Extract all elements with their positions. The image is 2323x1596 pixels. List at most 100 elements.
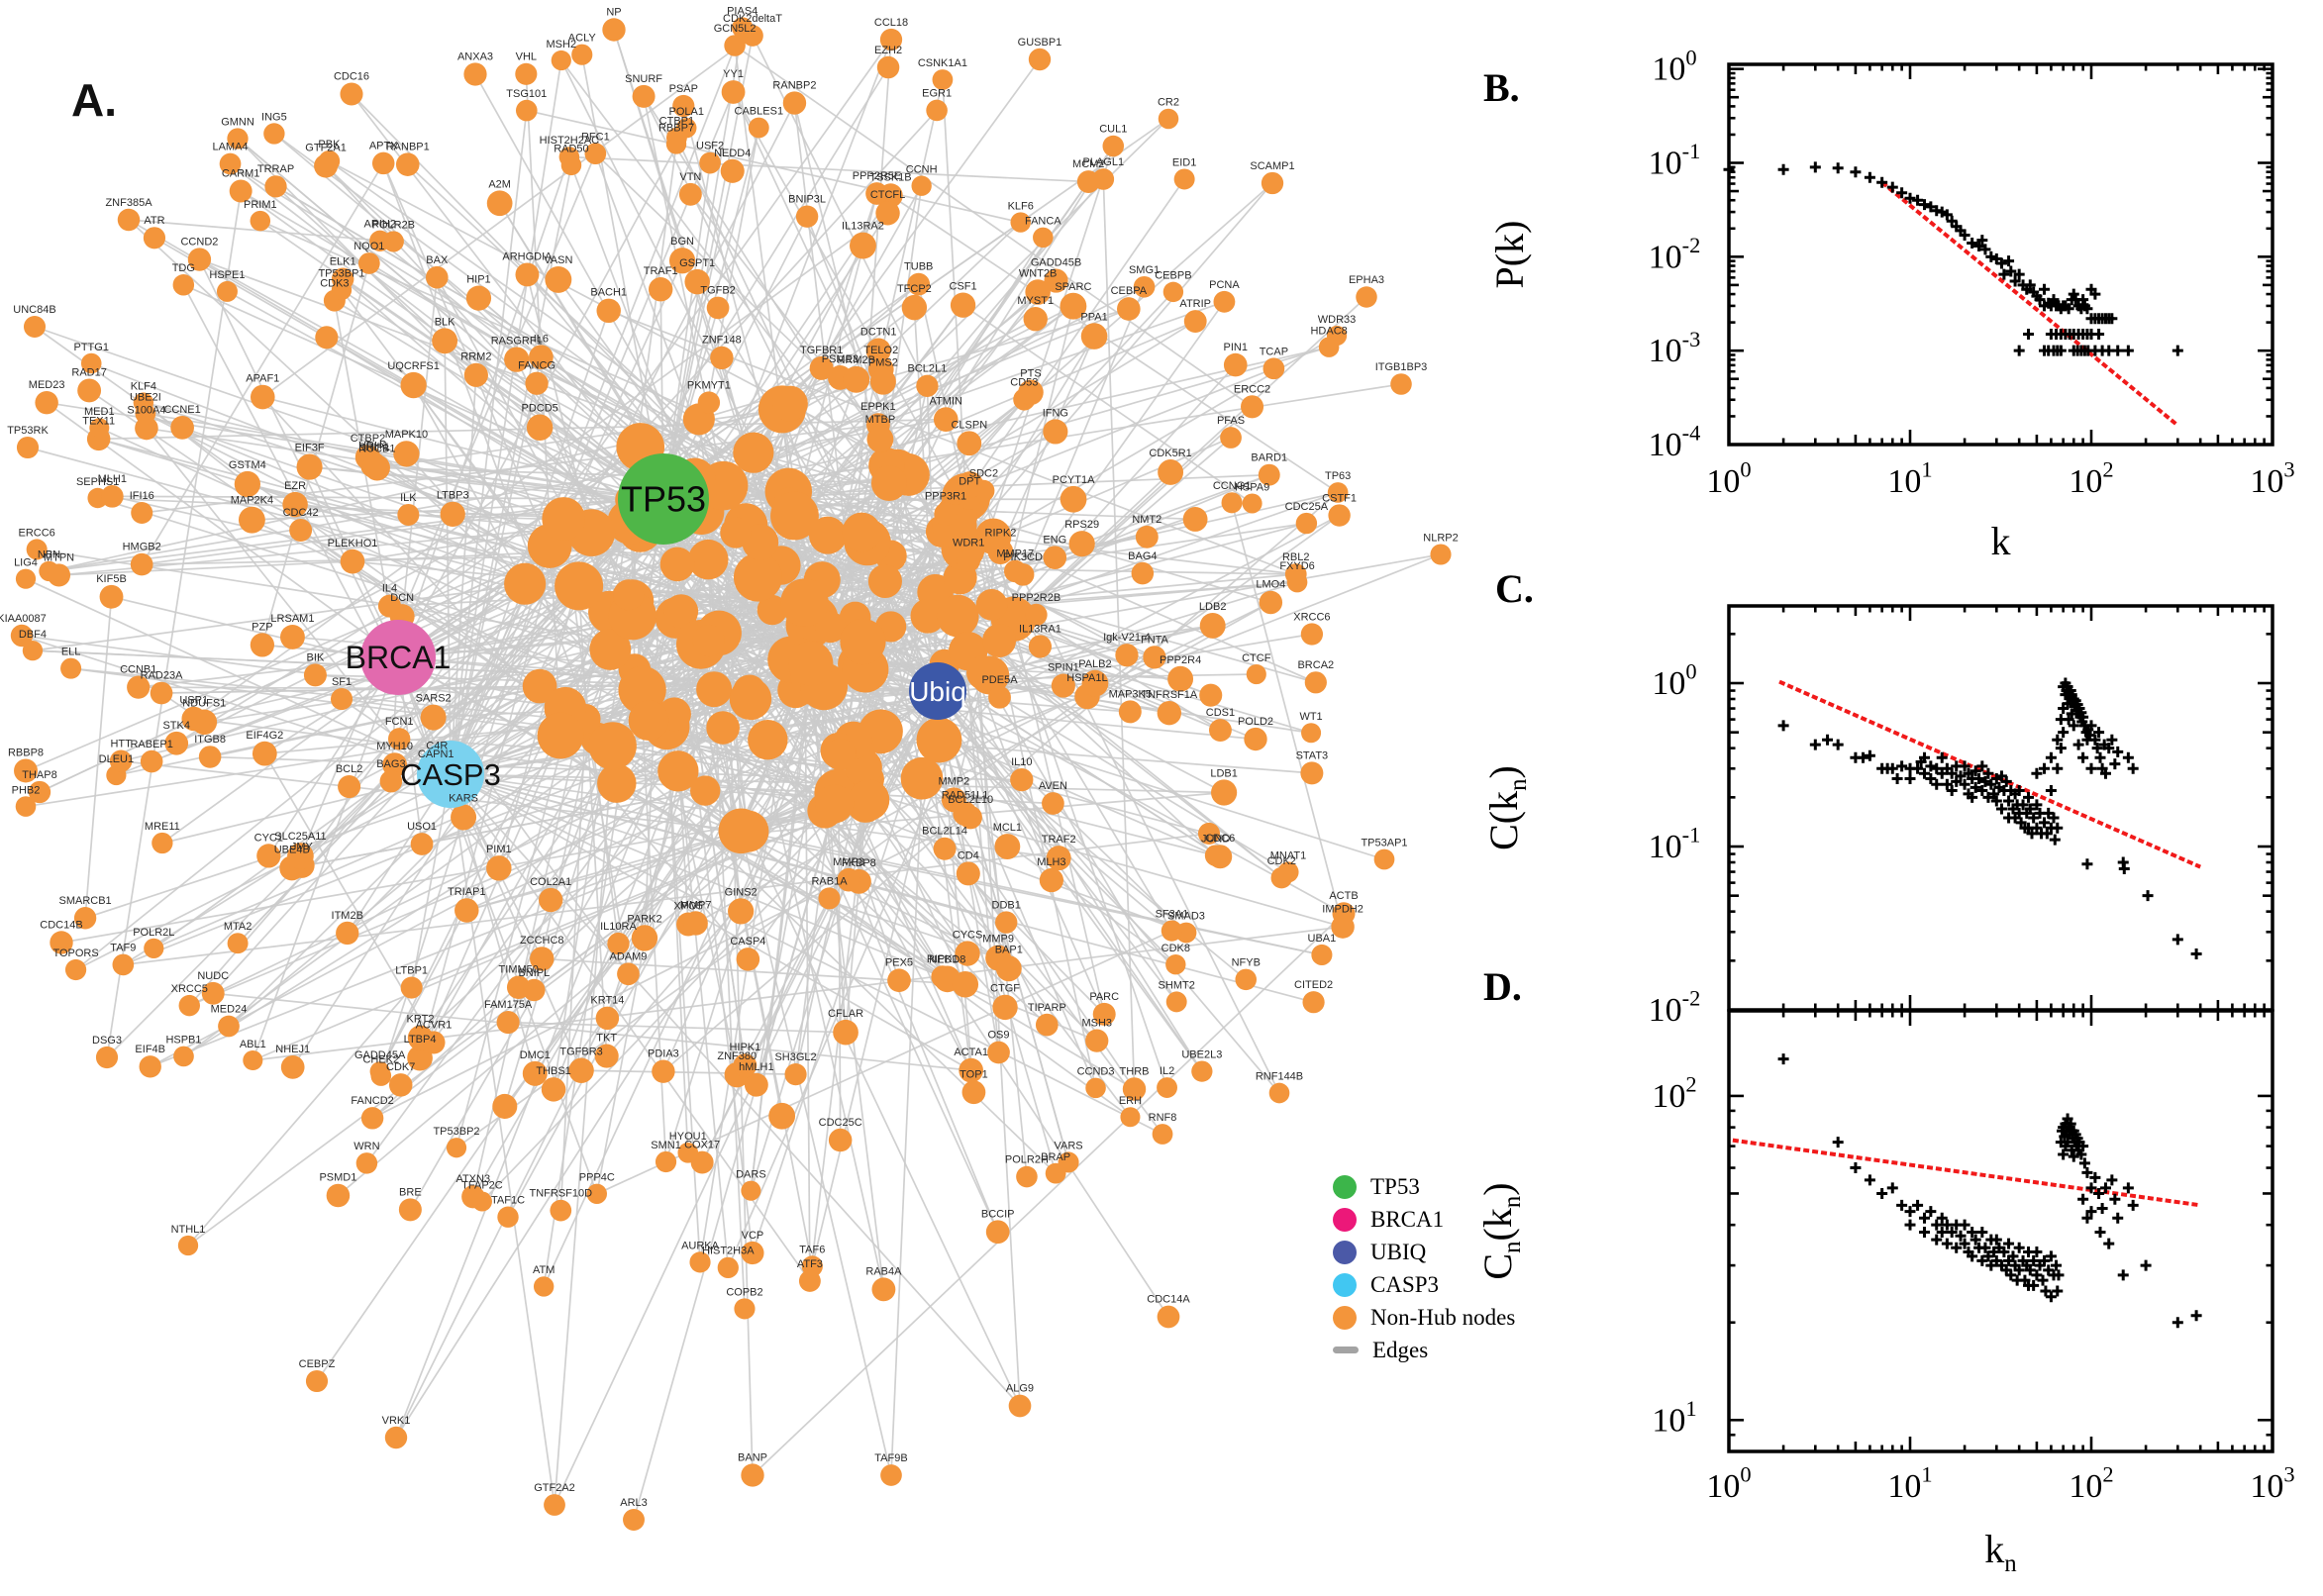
svg-text:RAB4A: RAB4A	[865, 1265, 902, 1277]
svg-text:BRIP1: BRIP1	[358, 442, 390, 453]
svg-text:ERCC2: ERCC2	[1234, 383, 1270, 395]
svg-text:MTBP: MTBP	[865, 414, 896, 426]
svg-text:ZNF380: ZNF380	[717, 1050, 757, 1062]
svg-text:ACVR1: ACVR1	[416, 1019, 453, 1031]
svg-text:PPP2R4: PPP2R4	[1160, 654, 1201, 666]
fit-line-D	[1732, 1138, 2201, 1208]
svg-text:103: 103	[2250, 457, 2294, 500]
svg-text:RNF144B: RNF144B	[1256, 1071, 1303, 1083]
svg-text:DCN: DCN	[390, 592, 414, 604]
svg-text:RIPK1: RIPK1	[927, 953, 959, 965]
svg-text:ERCC6: ERCC6	[19, 527, 55, 539]
svg-text:RNF8: RNF8	[1149, 1112, 1177, 1124]
svg-text:XRCC5: XRCC5	[171, 983, 208, 995]
svg-text:BGN: BGN	[670, 236, 694, 248]
svg-text:IMPDH2: IMPDH2	[1322, 903, 1364, 915]
scatter-points-B	[1723, 161, 2183, 356]
svg-text:EIF4G2: EIF4G2	[246, 730, 283, 742]
svg-text:ITGB1BP3: ITGB1BP3	[1375, 361, 1428, 373]
svg-text:EIF4B: EIF4B	[135, 1044, 165, 1055]
svg-text:S100A4: S100A4	[127, 405, 165, 417]
svg-text:RRM2: RRM2	[460, 351, 491, 363]
svg-text:ENG: ENG	[1043, 534, 1066, 546]
fit-line-C	[1778, 679, 2201, 869]
svg-text:kn: kn	[1984, 1527, 2017, 1577]
svg-text:RBBP7: RBBP7	[658, 122, 694, 134]
svg-text:NMT2: NMT2	[1132, 514, 1162, 526]
legend-label: TP53	[1370, 1173, 1420, 1199]
svg-text:CAPN1: CAPN1	[418, 748, 454, 760]
svg-text:FCN1: FCN1	[385, 716, 414, 728]
svg-text:TFCP2: TFCP2	[897, 283, 932, 295]
hub-node-ubiq	[909, 662, 966, 720]
hub-label-tp53: TP53	[621, 479, 706, 520]
svg-text:CDK8: CDK8	[1162, 943, 1190, 954]
svg-text:USP1: USP1	[179, 695, 208, 707]
svg-text:CTCF: CTCF	[1242, 652, 1271, 664]
tp53-swatch-icon	[1333, 1174, 1357, 1199]
svg-text:SMN1: SMN1	[651, 1140, 681, 1151]
svg-text:KIF5B: KIF5B	[96, 573, 127, 585]
svg-text:PMS2: PMS2	[868, 357, 898, 369]
svg-text:APAF1: APAF1	[246, 373, 279, 385]
svg-text:ACLY: ACLY	[568, 33, 597, 45]
fit-line-B	[1880, 180, 2179, 428]
svg-text:PPP2R2B: PPP2R2B	[1012, 592, 1061, 604]
svg-text:EZH2: EZH2	[874, 45, 902, 56]
svg-text:BNIP3L: BNIP3L	[788, 193, 826, 205]
svg-text:KRT2: KRT2	[407, 1014, 435, 1026]
svg-text:MED23: MED23	[29, 379, 65, 391]
panel-a-label: A.	[71, 74, 117, 126]
svg-text:MTA2: MTA2	[224, 921, 252, 933]
scatter-points-D	[1777, 1053, 2202, 1329]
svg-text:TFAP2C: TFAP2C	[461, 1180, 503, 1192]
nonhub-swatch-icon	[1333, 1305, 1357, 1330]
svg-text:LTBP3: LTBP3	[437, 490, 469, 502]
svg-text:CCND2: CCND2	[180, 236, 218, 248]
svg-text:LDB2: LDB2	[1199, 601, 1227, 613]
svg-text:LDB1: LDB1	[1210, 767, 1238, 779]
svg-text:NDUFS1: NDUFS1	[182, 698, 226, 710]
svg-text:SPARC: SPARC	[1055, 281, 1091, 293]
svg-text:ERH: ERH	[1119, 1095, 1142, 1107]
svg-text:ILK: ILK	[400, 492, 417, 504]
svg-text:TNFRSF10D: TNFRSF10D	[530, 1188, 593, 1200]
svg-text:HRH1: HRH1	[358, 441, 388, 452]
svg-text:100: 100	[1652, 659, 1696, 702]
svg-text:PIM1: PIM1	[486, 844, 512, 855]
svg-text:HIP1: HIP1	[466, 273, 490, 285]
svg-text:PSMD1: PSMD1	[319, 1172, 356, 1184]
svg-text:TP53AP1: TP53AP1	[1361, 838, 1407, 849]
svg-text:IL2: IL2	[1160, 1065, 1174, 1077]
svg-text:TGFB2: TGFB2	[700, 285, 735, 297]
hub-label-casp3: CASP3	[400, 757, 501, 792]
svg-text:103: 103	[2250, 1462, 2294, 1505]
svg-text:TRRAP: TRRAP	[257, 163, 294, 175]
svg-text:ARIH2: ARIH2	[364, 219, 396, 231]
panel-b-label: B.	[1483, 65, 1520, 110]
svg-text:A2M: A2M	[488, 178, 511, 190]
legend-item-ubiq: UBIQ	[1333, 1236, 1515, 1268]
svg-text:PLAGL1: PLAGL1	[1083, 156, 1125, 168]
svg-text:DPT: DPT	[959, 475, 980, 487]
svg-text:IL6: IL6	[534, 333, 549, 345]
svg-text:GMNN: GMNN	[221, 116, 254, 128]
svg-text:BCL2L10: BCL2L10	[948, 794, 993, 806]
svg-text:HTT: HTT	[110, 738, 132, 749]
svg-text:MTPN: MTPN	[44, 551, 74, 563]
svg-text:ZCCHC8: ZCCHC8	[520, 935, 564, 947]
svg-text:WDR33: WDR33	[1318, 314, 1357, 326]
legend-label: CASP3	[1370, 1271, 1440, 1297]
svg-text:CEBPZ: CEBPZ	[299, 1358, 336, 1370]
svg-text:HDAC8: HDAC8	[1310, 325, 1347, 337]
svg-text:SF3A1: SF3A1	[1156, 908, 1189, 920]
svg-text:TSG101: TSG101	[506, 88, 547, 100]
svg-text:LAMA4: LAMA4	[212, 142, 248, 153]
svg-text:BANP: BANP	[738, 1451, 767, 1463]
svg-text:SLC25A11: SLC25A11	[274, 831, 326, 843]
panel-d-label: D.	[1483, 964, 1522, 1009]
svg-text:CD4: CD4	[958, 849, 979, 861]
svg-text:BNIPL: BNIPL	[518, 967, 550, 979]
svg-text:CSNK1A1: CSNK1A1	[918, 57, 967, 69]
svg-text:BRAP: BRAP	[1041, 1151, 1070, 1163]
